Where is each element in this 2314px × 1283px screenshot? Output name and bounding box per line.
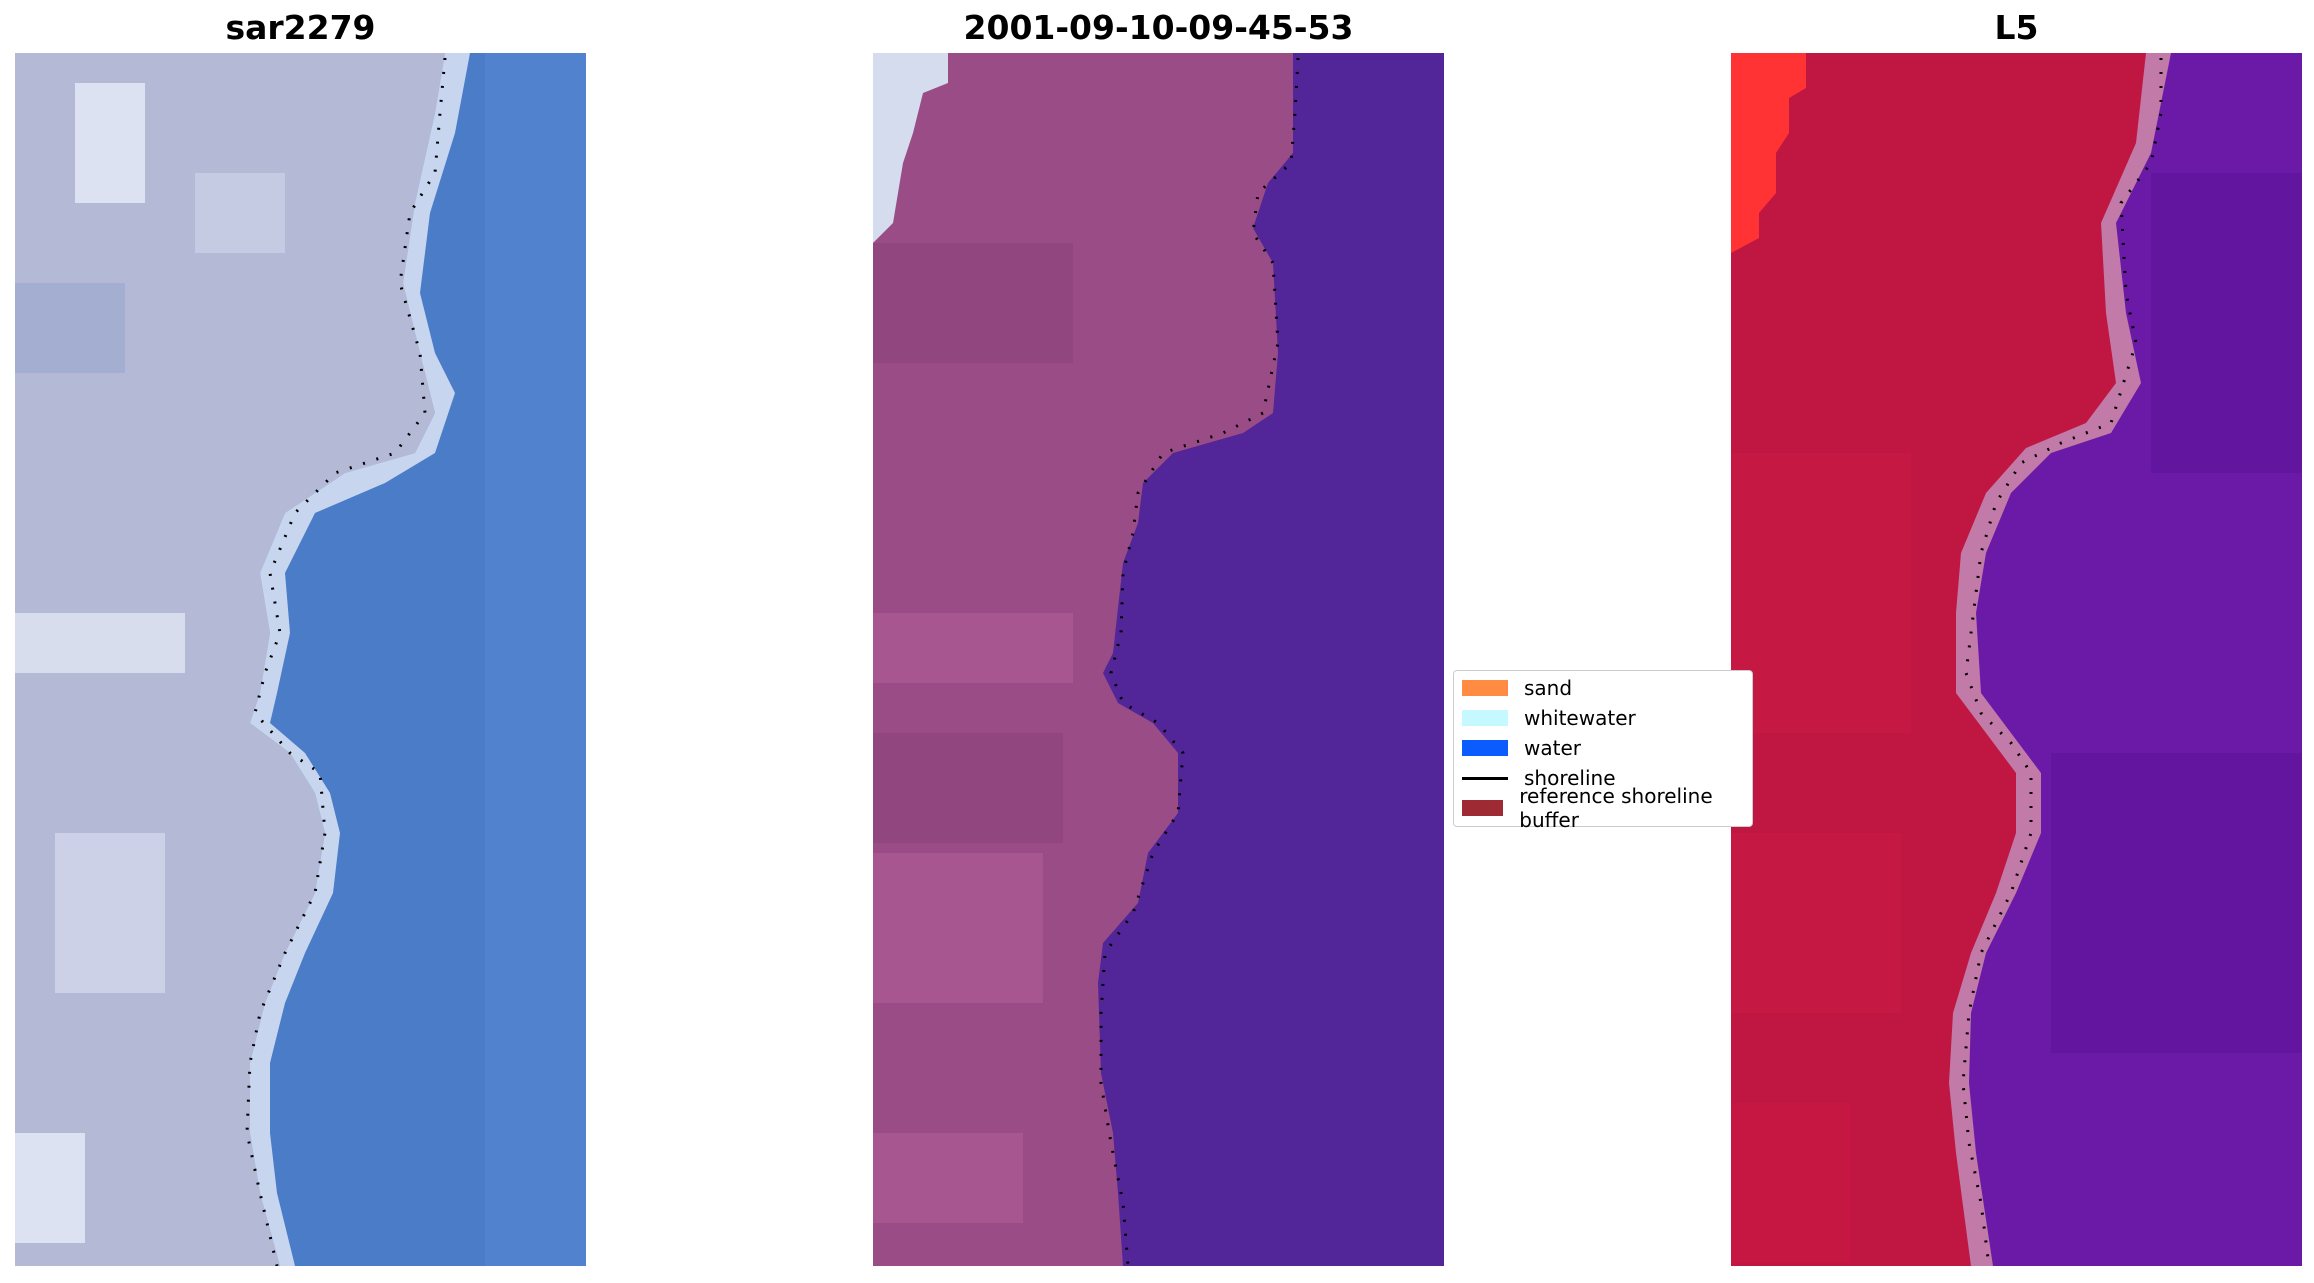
legend-label-shoreline: shoreline — [1524, 766, 1616, 790]
panel-title-2: 2001-09-10-09-45-53 — [963, 8, 1354, 47]
legend-label-whitewater: whitewater — [1524, 706, 1636, 730]
panel-title-1: sar2279 — [225, 8, 376, 47]
water-swatch — [1462, 740, 1508, 756]
legend-item-water: water — [1462, 736, 1581, 760]
legend-item-sand: sand — [1462, 676, 1573, 700]
legend-label-sand: sand — [1524, 676, 1573, 700]
classified-image — [873, 53, 1444, 1266]
classified-image-panel — [873, 53, 1444, 1266]
legend-item-whitewater: whitewater — [1462, 706, 1636, 730]
panel-title-3: L5 — [1994, 8, 2039, 47]
shoreline-line — [1462, 776, 1508, 780]
legend-item-shoreline: shoreline — [1462, 766, 1616, 790]
index-image-panel — [1731, 53, 2302, 1266]
sand-swatch — [1462, 680, 1508, 696]
index-image — [1731, 53, 2302, 1266]
legend-item-reference-shoreline-buffer: reference shoreline buffer — [1462, 784, 1752, 832]
legend: sand whitewater water shoreline referenc… — [1453, 670, 1753, 832]
rgb-image — [15, 53, 586, 1266]
legend-label-water: water — [1524, 736, 1581, 760]
whitewater-swatch — [1462, 710, 1508, 726]
legend-label-reference-shoreline-buffer: reference shoreline buffer — [1519, 784, 1713, 832]
reference-buffer-swatch — [1462, 800, 1504, 816]
rgb-image-panel — [15, 53, 586, 1266]
